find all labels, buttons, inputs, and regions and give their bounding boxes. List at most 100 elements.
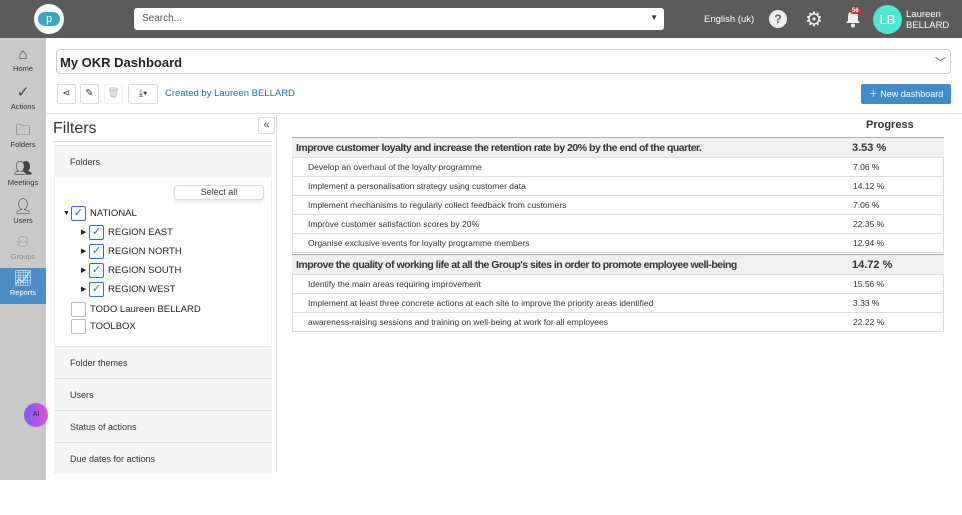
checkbox[interactable] xyxy=(71,301,86,317)
tree-node-region-west[interactable]: ▶ ✓ REGION WEST xyxy=(81,280,176,298)
key-result-row[interactable]: Organise exclusive events for loyalty pr… xyxy=(292,234,944,253)
key-result-label: Organise exclusive events for loyalty pr… xyxy=(308,238,530,248)
key-result-row[interactable]: Improve customer satisfaction scores by … xyxy=(292,215,944,234)
sidebar-item-folders[interactable]: 🗀 Folders xyxy=(0,120,46,156)
key-result-label: Implement a personalisation strategy usi… xyxy=(308,181,526,191)
checkbox[interactable]: ✓ xyxy=(89,262,104,278)
search-placeholder: Search... xyxy=(142,13,183,24)
sidebar-label: Folders xyxy=(10,140,36,149)
key-result-progress: 7.06 % xyxy=(853,200,880,210)
caret-right-icon[interactable]: ▶ xyxy=(81,229,87,236)
avatar[interactable]: LB xyxy=(873,5,902,34)
share-icon: ⋖ xyxy=(62,88,71,99)
sidebar-item-actions[interactable]: ✓ Actions xyxy=(0,82,46,118)
filter-section-folder-themes[interactable]: Folder themes xyxy=(54,346,272,378)
groups-icon: ⚇ xyxy=(16,234,30,251)
new-dashboard-button[interactable]: ＋ New dashboard xyxy=(861,84,951,104)
folder-icon: 🗀 xyxy=(15,122,31,139)
objective-row[interactable]: Improve the quality of working life at a… xyxy=(292,254,944,275)
key-result-row[interactable]: Develop an overhaul of the loyalty progr… xyxy=(292,158,944,177)
user-last-name: BELLARD xyxy=(906,20,950,31)
checkbox[interactable] xyxy=(71,318,86,334)
share-button[interactable]: ⋖ xyxy=(57,84,76,104)
key-result-row[interactable]: Implement a personalisation strategy usi… xyxy=(292,177,944,196)
key-result-progress: 15.56 % xyxy=(853,279,885,289)
caret-right-icon[interactable]: ▶ xyxy=(81,267,87,274)
tree-node-toolbox[interactable]: TOOLBOX xyxy=(71,317,136,335)
version-number: 3.23.0 xyxy=(11,504,35,514)
filter-section-users[interactable]: Users xyxy=(54,378,272,410)
key-result-progress: 22.22 % xyxy=(853,317,885,327)
download-icon: ⤓▾ xyxy=(138,88,148,99)
tree-node-todo[interactable]: TODO Laureen BELLARD xyxy=(71,300,201,318)
key-result-row[interactable]: awareness-raising sessions and training … xyxy=(292,313,944,332)
caret-right-icon[interactable]: ▶ xyxy=(81,286,87,293)
language-selector[interactable]: English (uk) xyxy=(704,14,755,25)
objective-progress: 14.72 % xyxy=(852,258,893,271)
checkbox[interactable]: ✓ xyxy=(89,224,104,240)
sidebar-label: Meetings xyxy=(7,178,39,187)
select-all-button[interactable]: Select all xyxy=(174,185,264,200)
bell-icon[interactable] xyxy=(845,10,861,28)
filters-panel: Filters « Folders Select all ▼ ✓ NATIONAL … xyxy=(50,115,277,474)
perfony-logo[interactable]: p xyxy=(34,4,64,34)
created-by[interactable]: Created by Laureen BELLARD xyxy=(165,88,295,99)
sidebar-item-groups[interactable]: ⚇ Groups xyxy=(0,232,46,268)
app-version: Perfony 3.23.0 xyxy=(0,491,46,515)
users-icon: 👤︎ xyxy=(13,198,33,215)
help-icon[interactable]: ? xyxy=(769,10,787,28)
caret-down-icon[interactable]: ▼ xyxy=(63,209,70,217)
tree-label: REGION EAST xyxy=(108,226,173,238)
search-input[interactable]: Search... ▼ xyxy=(134,8,664,30)
gear-icon[interactable]: ⚙ xyxy=(805,9,823,31)
user-name[interactable]: Laureen BELLARD xyxy=(906,9,949,31)
people-icon: 👥︎ xyxy=(13,160,33,177)
collapse-panel-button[interactable]: « xyxy=(258,117,275,134)
sidebar-item-home[interactable]: ⌂ Home xyxy=(0,44,46,80)
key-result-progress: 22.35 % xyxy=(853,219,885,229)
sidebar-item-reports[interactable]: 📈︎ Reports xyxy=(0,268,46,304)
key-result-label: Implement mechanisms to regularly collec… xyxy=(308,200,567,210)
ai-chip-icon: AI xyxy=(32,411,40,418)
sidebar-item-meetings[interactable]: 👥︎ Meetings xyxy=(0,158,46,194)
filter-section-folders[interactable]: Folders xyxy=(54,145,272,178)
caret-right-icon[interactable]: ▶ xyxy=(81,248,87,255)
notification-badge: 56 xyxy=(850,8,861,14)
home-icon: ⌂ xyxy=(18,46,28,63)
download-button[interactable]: ⤓▾ xyxy=(128,84,158,104)
tree-node-region-south[interactable]: ▶ ✓ REGION SOUTH xyxy=(81,261,181,279)
progress-header: Progress xyxy=(866,119,914,131)
filter-section-due-dates[interactable]: Due dates for actions xyxy=(54,442,272,474)
delete-button[interactable]: 🗑︎ xyxy=(104,84,123,104)
tree-label: REGION NORTH xyxy=(108,245,182,257)
key-result-progress: 12.94 % xyxy=(853,238,885,248)
dashboard-select[interactable]: My OKR Dashboard ﹀ xyxy=(56,49,951,74)
chart-icon: 📈︎ xyxy=(13,270,33,287)
tree-node-national[interactable]: ▼ ✓ NATIONAL xyxy=(63,204,137,222)
top-bar: p Search... ▼ English (uk) ? ⚙ 56 LB Laur… xyxy=(0,0,962,38)
sidebar-label: Users xyxy=(13,216,33,225)
tree-node-region-north[interactable]: ▶ ✓ REGION NORTH xyxy=(81,242,182,260)
sidebar-item-users[interactable]: 👤︎ Users xyxy=(0,196,46,232)
objective-row[interactable]: Improve customer loyalty and increase th… xyxy=(292,137,944,158)
checkbox[interactable]: ✓ xyxy=(71,205,86,221)
ai-assistant-button[interactable]: AI xyxy=(24,403,48,427)
tree-label: TOOLBOX xyxy=(90,320,136,332)
key-result-label: Develop an overhaul of the loyalty progr… xyxy=(308,162,482,172)
edit-button[interactable]: ✎ xyxy=(80,84,99,104)
tree-label: REGION WEST xyxy=(108,283,176,295)
key-result-label: Identify the main areas requiring improv… xyxy=(308,279,481,289)
key-result-row[interactable]: Implement mechanisms to regularly collec… xyxy=(292,196,944,215)
filter-section-status[interactable]: Status of actions xyxy=(54,410,272,442)
key-result-row[interactable]: Identify the main areas requiring improv… xyxy=(292,275,944,294)
folder-tree: Select all ▼ ✓ NATIONAL ▶ ✓ REGION EAST ▶ ✓ RE… xyxy=(54,178,272,345)
key-result-label: Improve customer satisfaction scores by … xyxy=(308,219,480,229)
tree-node-region-east[interactable]: ▶ ✓ REGION EAST xyxy=(81,223,173,241)
tree-label: REGION SOUTH xyxy=(108,264,182,276)
checkbox[interactable]: ✓ xyxy=(89,281,104,297)
trash-icon: 🗑︎ xyxy=(107,88,120,99)
key-result-label: awareness-raising sessions and training … xyxy=(308,317,609,327)
key-result-row[interactable]: Implement at least three concrete action… xyxy=(292,294,944,313)
new-dashboard-label: New dashboard xyxy=(880,89,944,99)
checkbox[interactable]: ✓ xyxy=(89,243,104,259)
